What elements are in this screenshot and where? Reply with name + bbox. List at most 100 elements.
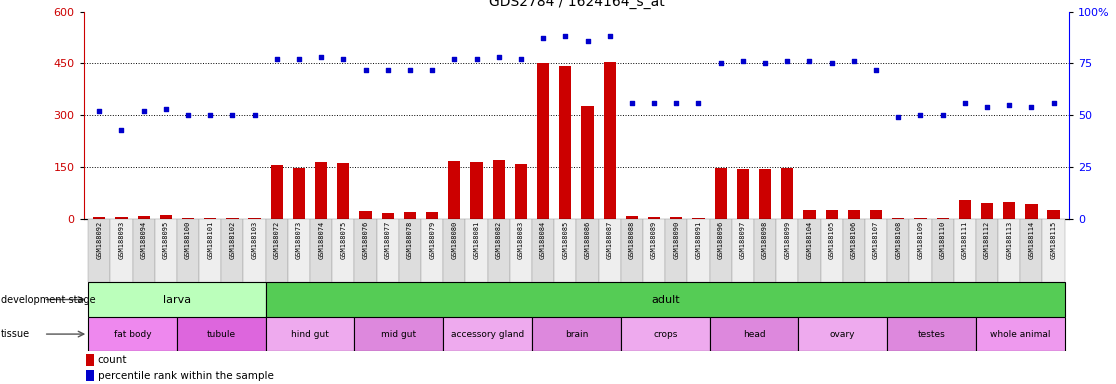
- Point: [889, 114, 907, 120]
- Bar: [88, 317, 177, 351]
- Bar: [88, 282, 266, 317]
- Bar: [975, 219, 998, 282]
- Text: GSM188073: GSM188073: [296, 221, 302, 259]
- Point: [690, 100, 708, 106]
- Point: [535, 35, 552, 41]
- Bar: [421, 219, 443, 282]
- Text: GSM188099: GSM188099: [785, 221, 790, 259]
- Bar: [1042, 219, 1065, 282]
- Point: [578, 38, 596, 44]
- Bar: [492, 160, 504, 219]
- Bar: [86, 354, 94, 366]
- Bar: [620, 219, 643, 282]
- Point: [113, 127, 131, 133]
- Bar: [86, 370, 94, 381]
- Bar: [488, 219, 510, 282]
- Text: GSM188088: GSM188088: [629, 221, 635, 259]
- Bar: [115, 217, 127, 219]
- Bar: [382, 213, 394, 219]
- Text: GSM188100: GSM188100: [185, 221, 191, 259]
- Point: [867, 66, 885, 73]
- Point: [623, 100, 641, 106]
- Bar: [133, 219, 155, 282]
- Bar: [710, 317, 798, 351]
- Text: GSM188115: GSM188115: [1050, 221, 1057, 259]
- Bar: [1003, 202, 1016, 219]
- Text: GSM188105: GSM188105: [829, 221, 835, 259]
- Bar: [465, 219, 488, 282]
- Bar: [449, 161, 461, 219]
- Point: [312, 54, 330, 60]
- Bar: [333, 219, 355, 282]
- Bar: [781, 168, 793, 219]
- Bar: [537, 63, 549, 219]
- Bar: [355, 219, 377, 282]
- Text: accessory gland: accessory gland: [451, 329, 525, 339]
- Point: [956, 100, 974, 106]
- Point: [757, 60, 775, 66]
- Bar: [110, 219, 133, 282]
- Bar: [887, 317, 975, 351]
- Point: [246, 112, 263, 118]
- Point: [1000, 102, 1018, 108]
- Text: GSM188080: GSM188080: [451, 221, 458, 259]
- Text: GSM188109: GSM188109: [917, 221, 923, 259]
- Bar: [227, 218, 239, 219]
- Point: [201, 112, 219, 118]
- Bar: [177, 317, 266, 351]
- Bar: [737, 169, 749, 219]
- Bar: [177, 219, 199, 282]
- Text: testes: testes: [917, 329, 945, 339]
- Bar: [271, 165, 282, 219]
- Bar: [337, 163, 349, 219]
- Text: GSM188111: GSM188111: [962, 221, 968, 259]
- Text: GSM188084: GSM188084: [540, 221, 546, 259]
- Text: GSM188081: GSM188081: [473, 221, 480, 259]
- Point: [1045, 100, 1062, 106]
- Text: GSM188108: GSM188108: [895, 221, 902, 259]
- Bar: [1026, 204, 1038, 219]
- Text: GSM188106: GSM188106: [850, 221, 857, 259]
- Text: GSM188102: GSM188102: [230, 221, 235, 259]
- Bar: [892, 218, 904, 219]
- Bar: [292, 168, 305, 219]
- Text: GSM188087: GSM188087: [607, 221, 613, 259]
- Bar: [404, 212, 416, 219]
- Bar: [266, 317, 355, 351]
- Point: [712, 60, 730, 66]
- Point: [1022, 104, 1040, 110]
- Bar: [776, 219, 798, 282]
- Bar: [843, 219, 865, 282]
- Bar: [93, 217, 105, 219]
- Text: GSM188093: GSM188093: [118, 221, 124, 259]
- Bar: [981, 204, 993, 219]
- Bar: [710, 219, 732, 282]
- Bar: [137, 216, 150, 219]
- Bar: [510, 219, 532, 282]
- Text: adult: adult: [651, 295, 680, 305]
- Point: [557, 33, 575, 40]
- Text: GSM188097: GSM188097: [740, 221, 745, 259]
- Bar: [870, 210, 882, 219]
- Bar: [798, 317, 887, 351]
- Text: GSM188077: GSM188077: [385, 221, 391, 259]
- Bar: [221, 219, 243, 282]
- Bar: [936, 218, 949, 219]
- Point: [290, 56, 308, 62]
- Text: GSM188074: GSM188074: [318, 221, 324, 259]
- Bar: [288, 219, 310, 282]
- Point: [223, 112, 241, 118]
- Point: [423, 66, 441, 73]
- Bar: [88, 219, 110, 282]
- Bar: [798, 219, 820, 282]
- Text: brain: brain: [565, 329, 588, 339]
- Text: development stage: development stage: [1, 295, 96, 305]
- Text: GSM188096: GSM188096: [718, 221, 723, 259]
- Bar: [932, 219, 954, 282]
- Bar: [160, 215, 172, 219]
- Text: GSM188090: GSM188090: [673, 221, 680, 259]
- Text: GSM188113: GSM188113: [1007, 221, 1012, 259]
- Bar: [626, 216, 638, 219]
- Point: [179, 112, 196, 118]
- Text: GSM188085: GSM188085: [562, 221, 568, 259]
